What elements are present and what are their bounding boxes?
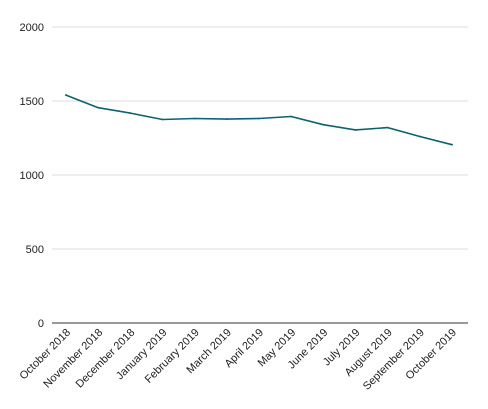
data-point xyxy=(290,115,293,118)
data-point xyxy=(322,123,325,126)
y-tick-label: 1000 xyxy=(20,170,44,182)
data-point xyxy=(451,143,453,146)
y-tick-label: 0 xyxy=(38,318,44,330)
data-point xyxy=(193,117,196,120)
data-point xyxy=(418,135,421,138)
data-point xyxy=(129,112,132,115)
y-tick-label: 2000 xyxy=(20,22,44,34)
data-point xyxy=(386,126,389,129)
data-point xyxy=(354,128,357,131)
series-group xyxy=(65,94,453,146)
data-point xyxy=(225,118,228,120)
y-tick-label: 1500 xyxy=(20,96,44,108)
gridlines xyxy=(52,26,468,324)
data-point xyxy=(258,117,260,120)
y-axis-ticks: 0 500 1000 1500 2000 xyxy=(20,22,44,330)
data-point xyxy=(65,94,67,96)
data-point xyxy=(97,106,100,109)
data-point xyxy=(161,118,164,121)
series-line-0 xyxy=(65,94,453,146)
y-tick-label: 500 xyxy=(26,244,44,256)
